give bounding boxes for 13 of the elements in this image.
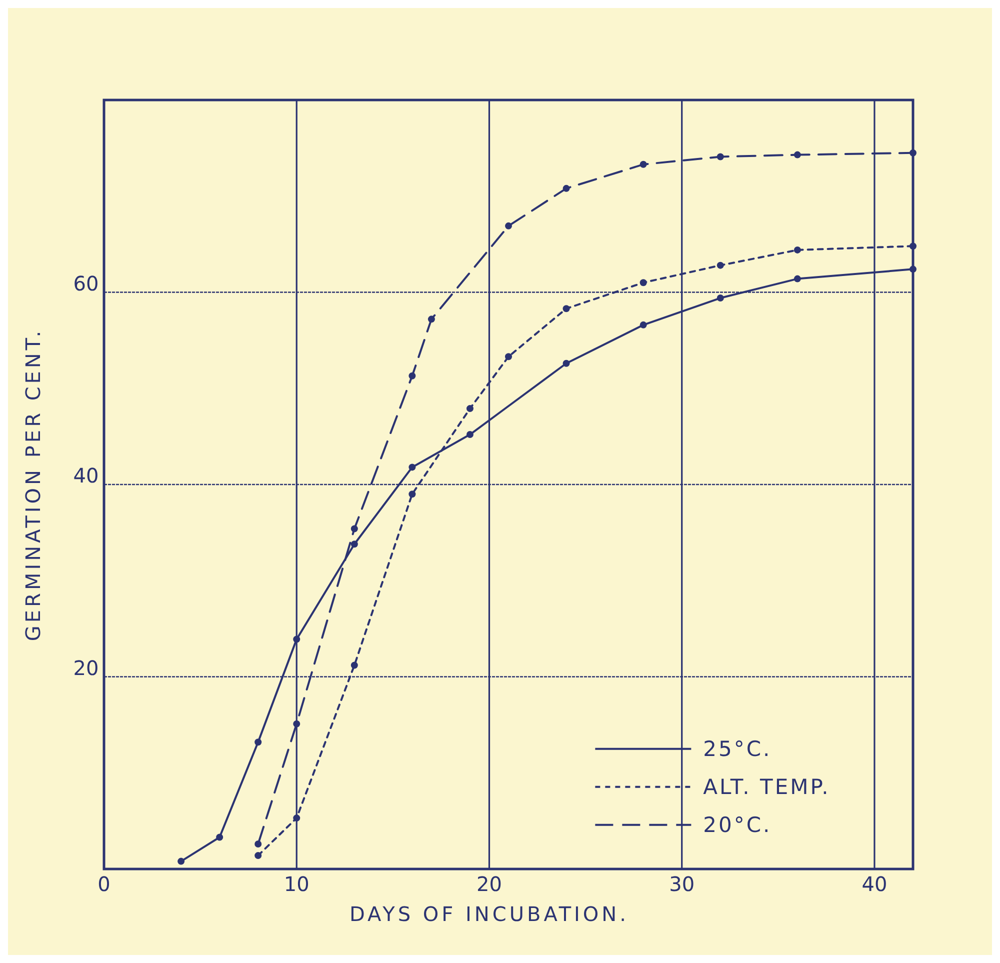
x-tick-label: 10 [284,872,310,896]
legend-label: 25°C. [703,736,772,761]
x-tick-label: 0 [98,872,110,896]
x-tick-label: 20 [476,872,502,896]
x-tick-label: 30 [669,872,695,896]
y-tick-label: 20 [73,656,99,680]
legend-label: ALT. TEMP. [703,774,830,799]
y-tick-label: 40 [73,464,99,488]
x-tick-label: 40 [862,872,888,896]
y-tick-label: 60 [73,271,99,296]
y-axis-title: GERMINATION PER CENT. [21,328,45,642]
legend-label: 20°C. [703,812,772,837]
x-axis-title: DAYS OF INCUBATION. [349,902,630,926]
